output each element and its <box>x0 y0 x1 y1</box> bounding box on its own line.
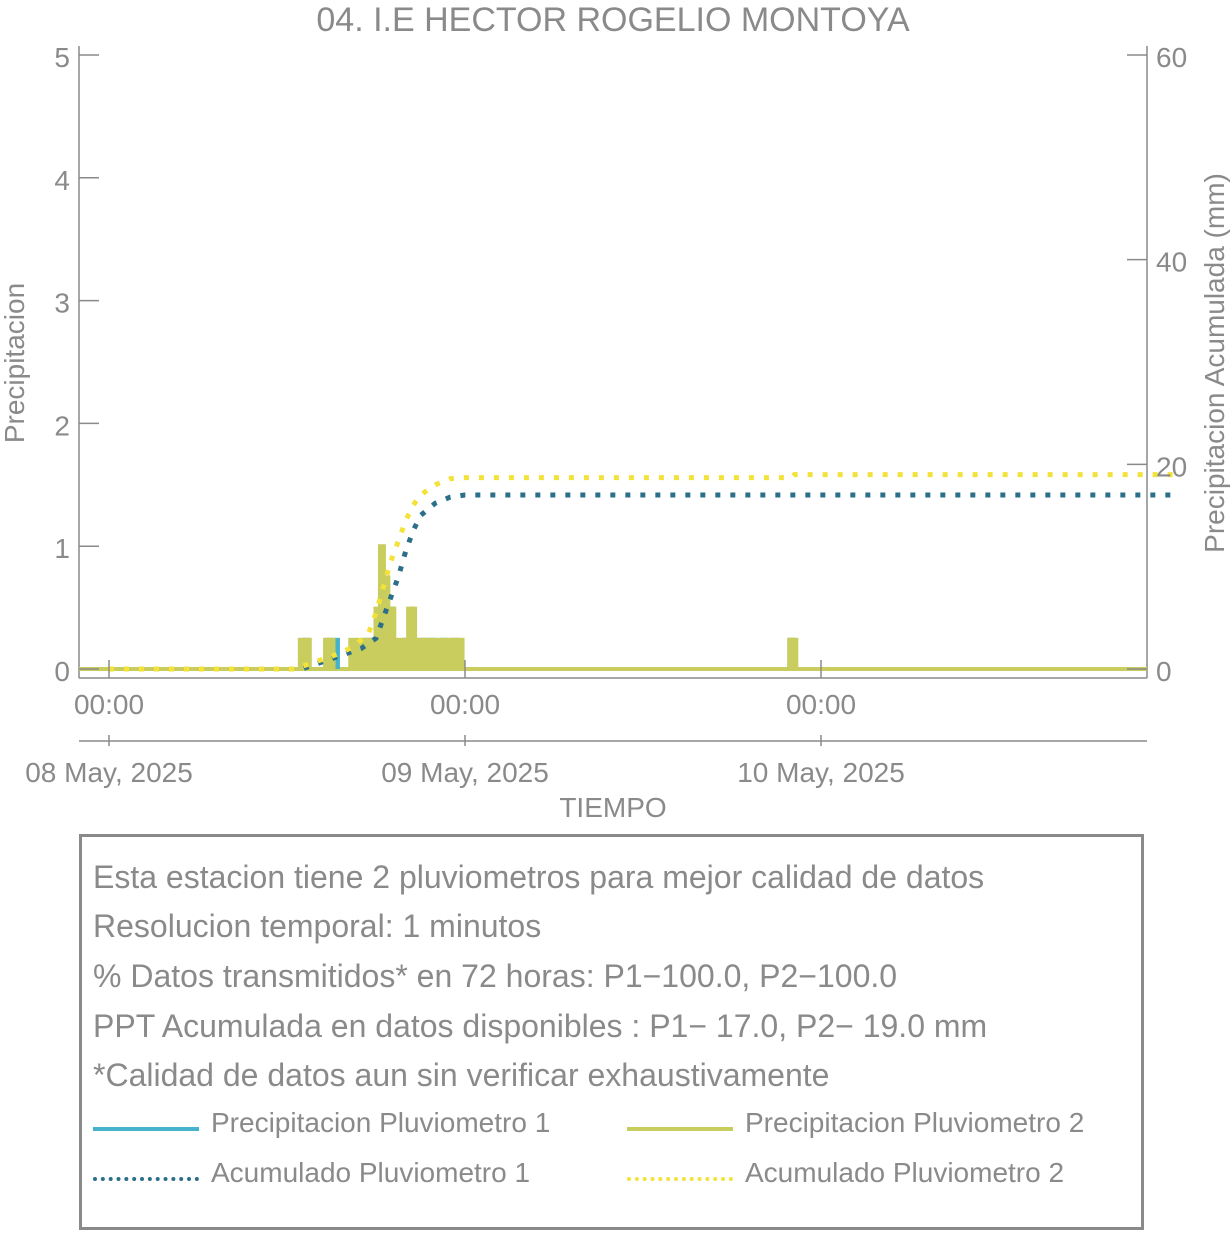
precip-bar <box>395 637 404 669</box>
x-tick-time-label: 00:00 <box>786 689 856 720</box>
legend-label-cum-p1: Acumulado Pluviometro 1 <box>211 1157 531 1188</box>
precip-bar <box>297 637 306 669</box>
precip-bar <box>363 637 372 669</box>
y2-tick-label: 40 <box>1156 247 1187 278</box>
chart-canvas: 04. I.E HECTOR ROGELIO MONTOYA 0 1 2 3 4 5 0 20… <box>0 1 1230 823</box>
precip-bar <box>382 575 391 669</box>
precip-bar <box>388 606 397 669</box>
plot-axes <box>78 46 1148 742</box>
legend-label-precip-p1: Precipitacion Pluviometro 1 <box>211 1107 551 1138</box>
y2-tick-label: 20 <box>1156 451 1187 482</box>
legend-swatch-cum-p1 <box>93 1177 199 1181</box>
info-line-stations: Esta estacion tiene 2 pluviometros para … <box>93 859 985 895</box>
x-axis-label: TIEMPO <box>559 792 666 823</box>
precip-bar <box>348 637 357 669</box>
precip-bar <box>450 637 459 669</box>
x-tick-date-label: 09 May, 2025 <box>381 757 549 788</box>
x-tick-time-label: 00:00 <box>430 689 500 720</box>
legend-item-precip-p1: Precipitacion Pluviometro 1 <box>93 1107 593 1147</box>
y-tick-label: 3 <box>54 288 70 319</box>
y-tick-label: 5 <box>54 42 70 73</box>
y-tick-label: 0 <box>54 656 70 687</box>
cumulative-lines-layer <box>109 472 1177 672</box>
chart-title: 04. I.E HECTOR ROGELIO MONTOYA <box>316 1 910 39</box>
y2-tick-label: 60 <box>1156 42 1187 73</box>
y-tick-label: 4 <box>54 165 70 196</box>
legend-swatch-precip-p1 <box>93 1127 199 1131</box>
x-tick-time-label: 00:00 <box>74 689 144 720</box>
legend-swatch-cum-p2 <box>627 1177 733 1181</box>
info-line-resolution: Resolucion temporal: 1 minutos <box>93 908 542 944</box>
legend-swatch-precip-p2 <box>627 1127 733 1131</box>
precip-bar <box>369 637 378 669</box>
precip-bar <box>413 637 422 669</box>
precip-bar <box>428 637 437 669</box>
info-line-transmitted: % Datos transmitidos* en 72 horas: P1−10… <box>93 958 898 994</box>
y-axis-label: Precipitacion <box>0 283 30 443</box>
ticks-layer: 0 1 2 3 4 5 0 20 40 60 00:00 00:00 00:00 08 May, 2025… <box>25 42 1187 788</box>
precip-bar <box>443 637 452 669</box>
legend-label-cum-p2: Acumulado Pluviometro 2 <box>745 1157 1065 1188</box>
x-tick-date-label: 08 May, 2025 <box>25 757 193 788</box>
y-tick-label: 2 <box>54 410 70 441</box>
cumulative-line-p1 <box>109 492 1177 672</box>
precip-bar <box>456 637 465 669</box>
y2-tick-label: 0 <box>1156 656 1172 687</box>
info-line-quality: *Calidad de datos aun sin verificar exha… <box>93 1057 830 1093</box>
y-tick-label: 1 <box>54 533 70 564</box>
bars-layer <box>79 544 1147 671</box>
precip-bar <box>435 637 444 669</box>
info-line-accumulated: PPT Acumulada en datos disponibles : P1−… <box>93 1008 988 1044</box>
precip-bar <box>327 637 336 669</box>
y2-axis-label: Precipitacion Acumulada (mm) <box>1199 173 1230 553</box>
legend-label-precip-p2: Precipitacion Pluviometro 2 <box>745 1107 1085 1138</box>
legend-item-precip-p2: Precipitacion Pluviometro 2 <box>627 1107 1127 1147</box>
precip-bar <box>401 637 410 669</box>
precip-bar <box>790 637 799 669</box>
precip-bar <box>323 637 332 669</box>
x-tick-date-label: 10 May, 2025 <box>737 757 905 788</box>
precip-bar <box>303 637 312 669</box>
legend-item-cum-p2: Acumulado Pluviometro 2 <box>627 1157 1127 1197</box>
legend-item-cum-p1: Acumulado Pluviometro 1 <box>93 1157 593 1197</box>
precip-bar <box>409 606 418 669</box>
cumulative-line-p2 <box>109 472 1177 672</box>
precip-bar <box>420 637 429 669</box>
info-box: Esta estacion tiene 2 pluviometros para … <box>79 834 1144 1230</box>
precip-bar <box>355 637 364 669</box>
precip-bar <box>377 544 386 669</box>
